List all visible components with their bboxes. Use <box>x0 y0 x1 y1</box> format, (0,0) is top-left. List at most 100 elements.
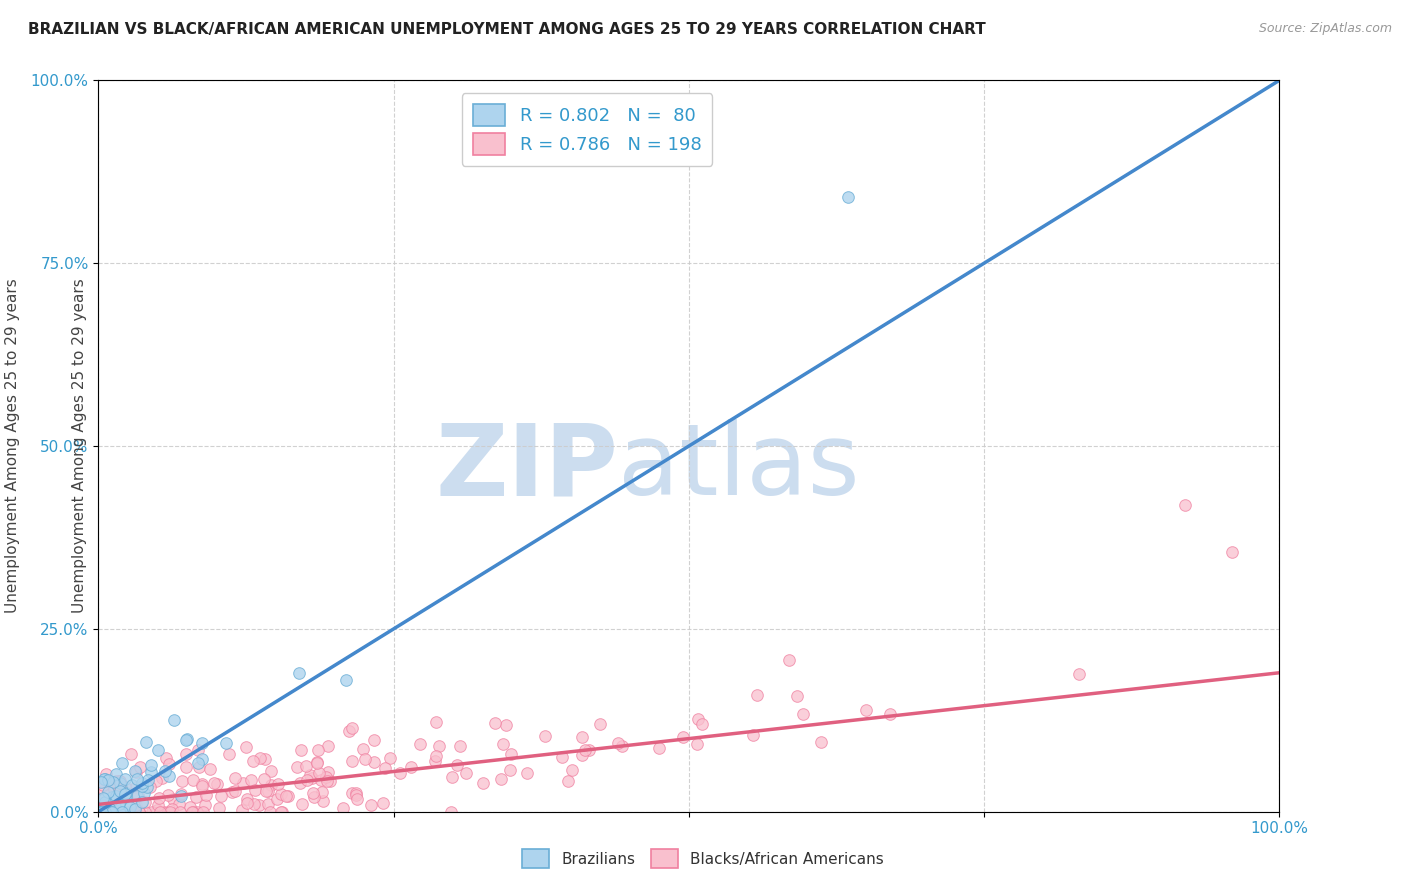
Point <box>94 772 117 787</box>
Point <box>215 736 238 750</box>
Point <box>187 756 209 770</box>
Point <box>90 805 112 819</box>
Point <box>93 805 115 819</box>
Point <box>254 784 277 798</box>
Point <box>91 791 114 805</box>
Point <box>446 757 468 772</box>
Point <box>100 805 122 819</box>
Point <box>100 805 122 819</box>
Point <box>108 773 131 788</box>
Point <box>157 805 180 819</box>
Point <box>236 792 259 806</box>
Point <box>93 782 115 797</box>
Point <box>114 789 136 804</box>
Point <box>127 789 149 804</box>
Point <box>103 805 125 819</box>
Point <box>108 800 131 814</box>
Point <box>837 190 859 204</box>
Point <box>94 797 117 811</box>
Point <box>423 755 446 769</box>
Point <box>110 788 132 802</box>
Point <box>253 772 276 786</box>
Point <box>288 776 311 790</box>
Point <box>247 797 270 812</box>
Point <box>132 786 155 800</box>
Point <box>105 777 128 791</box>
Point <box>128 805 150 819</box>
Point <box>101 774 124 789</box>
Point <box>97 802 120 816</box>
Point <box>686 737 709 751</box>
Point <box>299 768 322 782</box>
Point <box>209 789 232 804</box>
Point <box>120 747 142 761</box>
Legend: R = 0.802   N =  80, R = 0.786   N = 198: R = 0.802 N = 80, R = 0.786 N = 198 <box>461 93 711 166</box>
Point <box>131 779 153 793</box>
Point <box>271 805 294 819</box>
Point <box>307 743 329 757</box>
Point <box>607 736 630 750</box>
Point <box>305 755 328 769</box>
Point <box>266 792 288 806</box>
Point <box>194 797 217 812</box>
Point <box>89 802 111 816</box>
Point <box>588 717 610 731</box>
Point <box>425 714 447 729</box>
Point <box>107 797 129 811</box>
Point <box>170 789 193 803</box>
Point <box>236 796 259 810</box>
Point <box>187 743 209 757</box>
Point <box>267 777 290 791</box>
Point <box>90 805 112 819</box>
Point <box>855 703 877 717</box>
Point <box>492 737 515 751</box>
Point <box>176 731 198 746</box>
Point <box>792 707 814 722</box>
Point <box>498 763 520 777</box>
Point <box>294 758 316 772</box>
Point <box>90 805 112 819</box>
Point <box>344 786 367 800</box>
Point <box>91 802 114 816</box>
Point <box>93 777 115 791</box>
Point <box>90 805 112 819</box>
Point <box>101 789 124 804</box>
Point <box>131 795 153 809</box>
Point <box>290 743 312 757</box>
Point <box>533 729 555 743</box>
Point <box>98 805 121 819</box>
Point <box>305 756 328 771</box>
Point <box>301 786 323 800</box>
Point <box>745 688 768 702</box>
Point <box>94 795 117 809</box>
Point <box>183 773 205 788</box>
Point <box>288 665 311 680</box>
Point <box>108 805 131 819</box>
Point <box>311 785 333 799</box>
Point <box>551 750 574 764</box>
Point <box>571 730 593 744</box>
Point <box>163 713 186 727</box>
Point <box>239 772 262 787</box>
Point <box>388 765 411 780</box>
Point <box>90 775 112 789</box>
Point <box>374 761 396 775</box>
Point <box>157 768 180 782</box>
Point <box>316 774 339 789</box>
Point <box>146 803 169 817</box>
Point <box>316 739 339 753</box>
Point <box>96 805 118 819</box>
Point <box>297 773 319 788</box>
Point <box>879 706 901 721</box>
Point <box>259 805 281 819</box>
Point <box>103 805 125 819</box>
Point <box>557 774 579 789</box>
Point <box>110 774 132 789</box>
Point <box>159 805 181 819</box>
Point <box>409 738 432 752</box>
Point <box>128 805 150 819</box>
Point <box>97 772 120 787</box>
Point <box>253 752 276 766</box>
Text: ZIP: ZIP <box>436 419 619 516</box>
Point <box>427 739 450 753</box>
